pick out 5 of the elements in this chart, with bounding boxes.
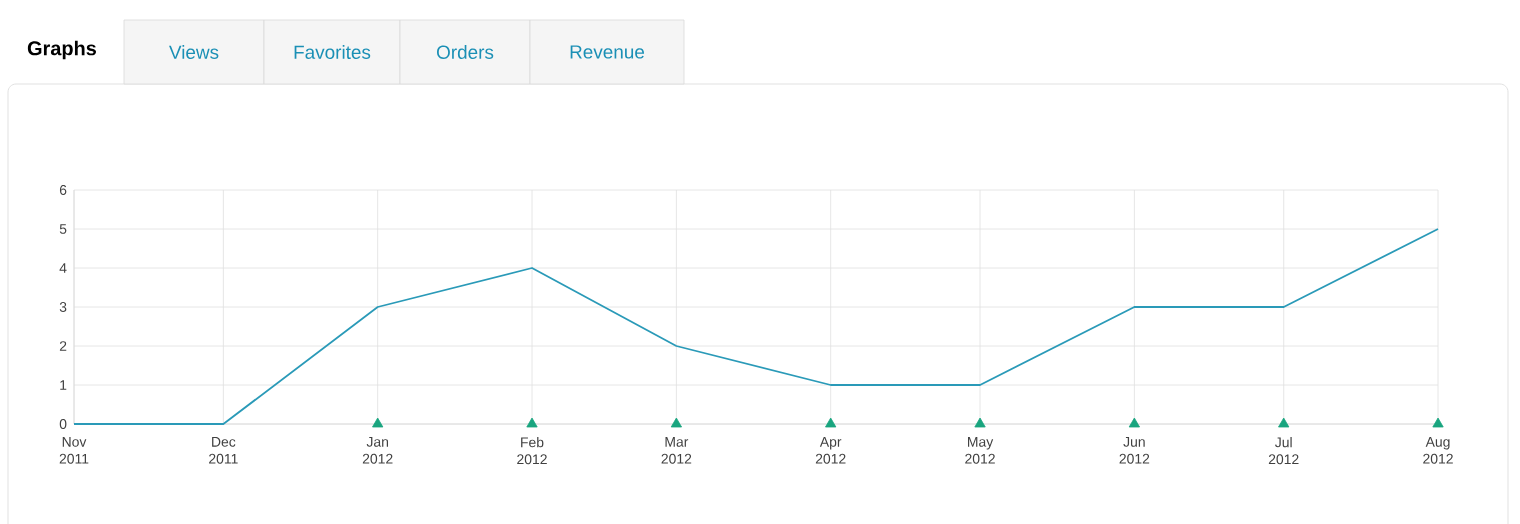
text: Views <box>169 45 219 59</box>
text: Orders <box>436 45 494 59</box>
chart-title: Graphs <box>27 40 97 60</box>
text: Favorites <box>294 45 371 59</box>
text: Revenue <box>570 45 645 59</box>
